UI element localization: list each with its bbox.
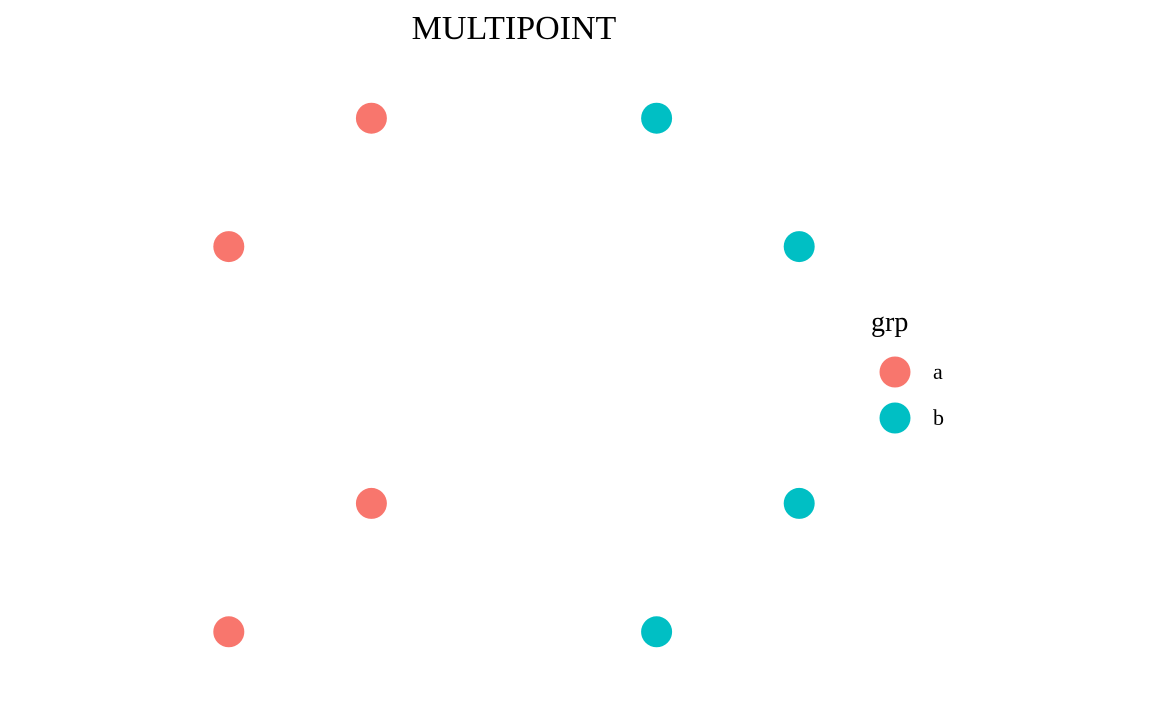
legend-label-b: b [933,405,944,430]
point-a-4 [213,616,245,648]
legend-key-a [879,356,911,388]
point-b-2 [783,231,815,263]
legend-items: ab [879,356,944,434]
chart-title: MULTIPOINT [412,10,617,47]
legend-key-b [879,402,911,434]
legend: grp ab [871,307,944,434]
point-a-3 [355,487,387,519]
legend-title: grp [871,307,908,338]
point-a-2 [213,231,245,263]
point-b-3 [783,487,815,519]
point-b-1 [641,102,673,134]
point-b-4 [641,616,673,648]
plot-points [213,102,815,648]
point-a-1 [355,102,387,134]
legend-label-a: a [933,359,943,384]
